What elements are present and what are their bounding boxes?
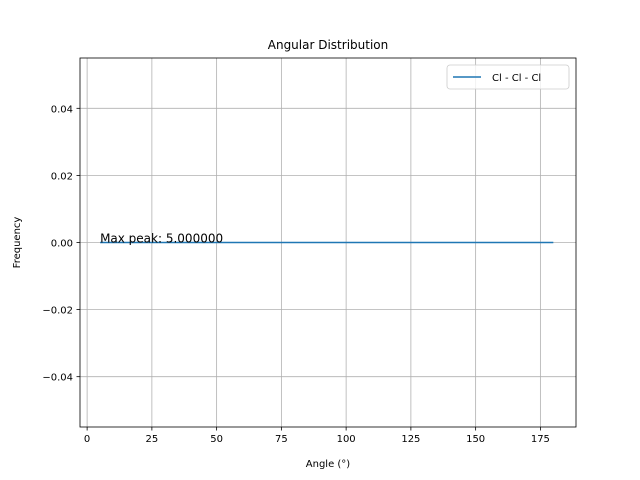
y-tick-label: 0.04 — [51, 104, 73, 115]
x-tick-label: 150 — [466, 434, 485, 445]
y-tick-label: −0.04 — [42, 373, 73, 384]
y-tick-label: 0.02 — [51, 171, 73, 182]
annotations: Max peak: 5.000000 — [100, 232, 223, 246]
y-tick-label: 0.00 — [51, 239, 73, 250]
y-axis: −0.04 −0.02 0.00 0.02 0.04 — [42, 104, 80, 384]
y-axis-label: Frequency — [12, 217, 23, 269]
x-tick-label: 125 — [401, 434, 420, 445]
chart-title: Angular Distribution — [268, 38, 388, 52]
x-tick-label: 25 — [146, 434, 159, 445]
y-tick-label: −0.02 — [42, 306, 73, 317]
x-tick-label: 50 — [210, 434, 223, 445]
x-tick-label: 75 — [275, 434, 288, 445]
x-tick-label: 0 — [84, 434, 90, 445]
x-axis-label: Angle (°) — [306, 459, 351, 470]
legend-label: Cl - Cl - Cl — [492, 73, 541, 84]
x-tick-label: 100 — [337, 434, 356, 445]
x-axis: 0 25 50 75 100 125 150 175 — [84, 427, 550, 445]
annotation-text: Max peak: 5.000000 — [100, 232, 223, 246]
legend: Cl - Cl - Cl — [446, 64, 570, 90]
x-tick-label: 175 — [531, 434, 550, 445]
legend-box — [446, 64, 570, 90]
